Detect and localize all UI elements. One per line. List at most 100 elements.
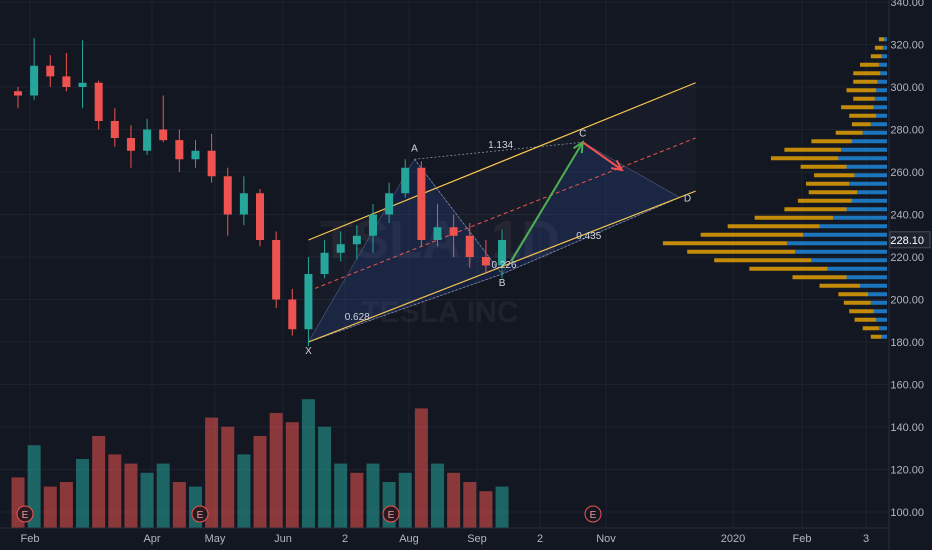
candle-body [352,235,361,245]
watermark-name: TESLA INC [361,296,518,329]
channel-mid-line[interactable] [308,137,696,292]
candle-body [449,227,458,236]
earnings-marker-label: E [22,510,29,521]
earnings-marker[interactable] [382,505,400,523]
volume-bar [366,463,380,528]
volume-profile-down-row [835,130,863,135]
volume-profile-up-row [846,275,887,280]
volume-profile-down-row [862,326,879,331]
projection-arrows[interactable] [510,140,624,262]
candle-body [433,227,442,240]
volume-bar [318,426,332,528]
candle-body [336,244,345,253]
candle-body [30,65,39,96]
volume-profile-up-row [795,249,887,254]
time-tick-label: 2 [537,533,543,545]
volume-profile-down-row [792,275,847,280]
earnings-marker[interactable] [16,505,34,523]
earnings-marker[interactable] [191,505,209,523]
volume-profile-up-row [833,215,887,220]
volume-profile-down-row [846,88,877,93]
current-price-label: 228.10 [890,235,924,247]
volume-profile-down-row [800,164,847,169]
volume-profile-down-row [784,147,842,152]
price-axis[interactable]: 340.00 320.00 300.00 280.00 260.00 240.00 220.… [890,0,932,550]
volume-profile-down-row [860,62,879,67]
candle-body [62,76,71,87]
candle-body [223,176,232,215]
volume-bar [205,417,219,528]
volume-profile-down-row [770,156,839,161]
time-tick-label: May [205,533,226,545]
candle-body [417,167,426,240]
volume-profile-down-row [749,266,828,271]
time-tick-label: Feb [793,533,812,545]
volume-profile-down-row [843,300,871,305]
volume-profile-down-row [849,309,874,314]
current-price-badge: 228.10 [889,231,931,249]
time-tick-label: Jun [274,533,292,545]
time-axis[interactable]: Feb Apr May Jun 2 Aug Sep 2 Nov 2020 Feb 3 [21,533,870,545]
candle-body [110,121,119,138]
volume-bar [301,399,315,528]
volume-profile-up-row [860,283,887,288]
candle-body [320,252,329,274]
candle-body [385,193,394,215]
volume-bar [124,463,138,528]
volume-bar [43,486,57,528]
volume-bar [253,436,267,528]
volume-profile-up-row [787,241,887,246]
candle-body [46,65,55,77]
volume-profile-down-row [819,283,860,288]
volume-profile-up-row [819,224,887,229]
volume-profile-up-row [857,190,887,195]
price-tick-label: 220.00 [890,252,924,264]
volume-profile-down-row [874,45,883,50]
volume-bar [479,491,493,528]
volume-profile-up-row [827,266,887,271]
candle-body [94,82,103,121]
volume-bar [140,472,154,528]
candle-body [368,214,377,236]
volume-bar [285,422,299,528]
volume-profile-up-row [851,139,887,144]
pattern-labels: X A B C D 0.628 1.134 0.226 0.435 [305,128,691,357]
price-tick-label: 180.00 [890,337,924,349]
volume-profile-down-row [700,232,804,237]
volume-profile-up-row [838,156,887,161]
candlestick-series [14,38,507,347]
volume-profile-up-row [876,88,887,93]
candle-body [159,129,168,141]
volume-profile-up-row [870,300,887,305]
time-tick-label: Feb [21,533,40,545]
volume-bar [495,486,509,528]
earnings-marker[interactable] [584,505,602,523]
pattern-ratio-line-ac [414,141,583,160]
volume-profile-down-row [808,190,858,195]
volume-profile-up-row [881,54,887,59]
volume-profile-down-row [687,249,796,254]
time-tick-label: 2020 [721,533,745,545]
time-tick-label: 3 [863,533,869,545]
time-tick-label: Aug [399,533,419,545]
volume-profile-up-row [878,62,887,67]
current-price-badge-box [889,231,931,249]
candle-body [175,140,184,160]
volume-bar [269,413,283,528]
volume-profile-down-row [878,37,885,42]
volume-profile-down-row [870,54,882,59]
candle-body [465,235,474,257]
candle-body [401,167,410,194]
earnings-marker-label: E [197,510,204,521]
price-tick-label: 200.00 [890,295,924,307]
volume-profile-down-row [854,317,877,322]
volume-profile-down-row [853,71,881,76]
volume-profile-down-row [838,292,869,297]
volume-profile-up-row [880,71,887,76]
down-projection-arrow[interactable] [582,141,623,171]
volume-bar [92,436,106,528]
volume-profile-up-row [876,113,887,118]
up-projection-arrow[interactable] [510,141,584,262]
